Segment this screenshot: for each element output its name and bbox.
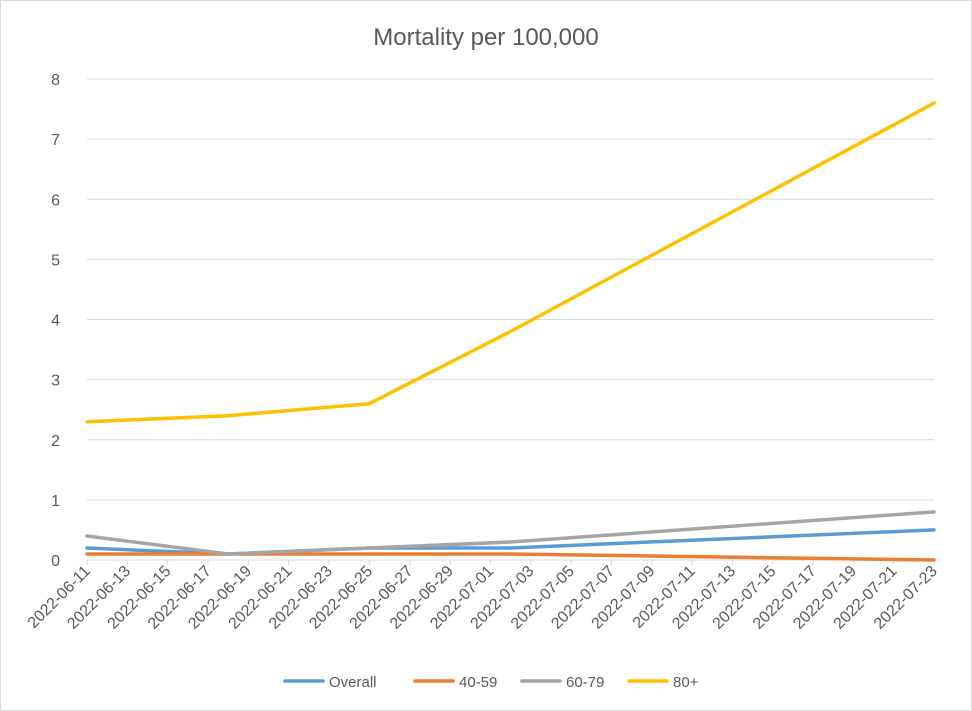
series-line-1 bbox=[85, 552, 936, 562]
y-tick-label: 2 bbox=[51, 433, 60, 450]
legend-label: Overall bbox=[329, 674, 377, 691]
series-line-2 bbox=[85, 510, 936, 556]
series-lines bbox=[85, 101, 936, 562]
y-tick-label: 0 bbox=[51, 553, 60, 570]
y-tick-label: 3 bbox=[51, 373, 60, 390]
legend-label: 60-79 bbox=[566, 674, 604, 691]
legend: Overall 40-59 60-79 80+ bbox=[283, 674, 699, 691]
gridlines bbox=[87, 78, 934, 501]
legend-item: 80+ bbox=[627, 674, 699, 691]
legend-label: 40-59 bbox=[459, 674, 497, 691]
y-tick-label: 6 bbox=[51, 192, 60, 209]
legend-item: 40-59 bbox=[413, 674, 497, 691]
y-tick-label: 5 bbox=[51, 252, 60, 269]
y-tick-label: 8 bbox=[51, 72, 60, 89]
legend-item: Overall bbox=[283, 674, 377, 691]
chart-title: Mortality per 100,000 bbox=[373, 24, 598, 51]
y-tick-label: 7 bbox=[51, 132, 60, 149]
y-tick-label: 4 bbox=[51, 313, 60, 330]
y-tick-label: 1 bbox=[51, 493, 60, 510]
legend-item: 60-79 bbox=[520, 674, 604, 691]
legend-label: 80+ bbox=[673, 674, 699, 691]
series-line-3 bbox=[85, 101, 936, 424]
